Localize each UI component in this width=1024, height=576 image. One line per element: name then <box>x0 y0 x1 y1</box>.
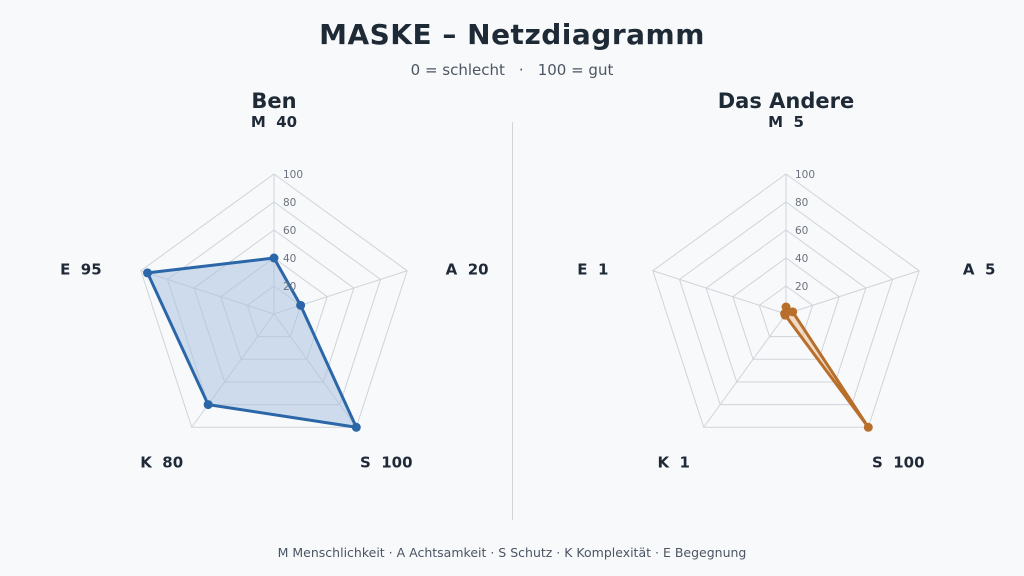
axis-label: S 100 <box>360 453 413 471</box>
data-point <box>203 400 213 410</box>
tick-label: 80 <box>795 197 808 209</box>
tick-label: 100 <box>283 169 303 181</box>
radar-chart-das-andere: Das Andere 20 40 60 80 100 M 5 A 5 S 100 K 1 E 1 <box>577 89 996 471</box>
series-area <box>146 256 358 429</box>
axis-label: M 40 <box>251 113 297 131</box>
panel-title: Ben <box>251 89 296 113</box>
data-point <box>788 307 798 317</box>
axis-label: S 100 <box>872 453 925 471</box>
panel-divider <box>512 122 513 520</box>
tick-label: 40 <box>283 253 296 265</box>
data-point <box>780 309 790 319</box>
grid-ring <box>678 201 894 406</box>
data-point <box>143 268 153 278</box>
tick-label: 20 <box>795 281 808 293</box>
chart-title: MASKE – Netzdiagramm <box>319 18 705 51</box>
grid-ring <box>705 229 867 383</box>
tick-label: 20 <box>283 281 296 293</box>
data-point <box>269 253 279 263</box>
scale-high-label: 100 = gut <box>537 61 614 79</box>
axis-legend: M Menschlichkeit · A Achtsamkeit · S Sch… <box>277 545 747 560</box>
axis-label: K 1 <box>657 453 690 471</box>
data-point <box>351 422 361 432</box>
radar-chart-ben: Ben 20 40 60 80 100 M 40 A 20 S 100 K 80 E 95 <box>60 89 489 471</box>
grid-ring <box>140 173 408 428</box>
axis-label: A 5 <box>963 261 996 279</box>
axis-label: M 5 <box>768 113 804 131</box>
tick-label: 100 <box>795 169 815 181</box>
panel-title: Das Andere <box>718 89 855 113</box>
data-point <box>296 300 306 310</box>
tick-label: 40 <box>795 253 808 265</box>
axis-label: E 95 <box>60 261 102 279</box>
tick-label: 60 <box>283 225 296 237</box>
axis-spoke <box>652 270 787 315</box>
axis-label: E 1 <box>577 261 608 279</box>
grid-ring <box>758 285 814 338</box>
axis-label: A 20 <box>446 261 489 279</box>
grid-ring <box>732 257 840 360</box>
tick-label: 80 <box>283 197 296 209</box>
subtitle-separator: · <box>518 61 524 79</box>
tick-label: 60 <box>795 225 808 237</box>
axis-spoke <box>785 270 920 315</box>
series-area <box>783 305 870 429</box>
axis-label: K 80 <box>140 453 183 471</box>
grid-ring <box>652 173 920 428</box>
data-point <box>863 422 873 432</box>
axis-spoke <box>703 313 787 428</box>
scale-low-label: 0 = schlecht <box>410 61 505 79</box>
chart-subtitle: 0 = schlecht · 100 = gut <box>0 61 1024 79</box>
